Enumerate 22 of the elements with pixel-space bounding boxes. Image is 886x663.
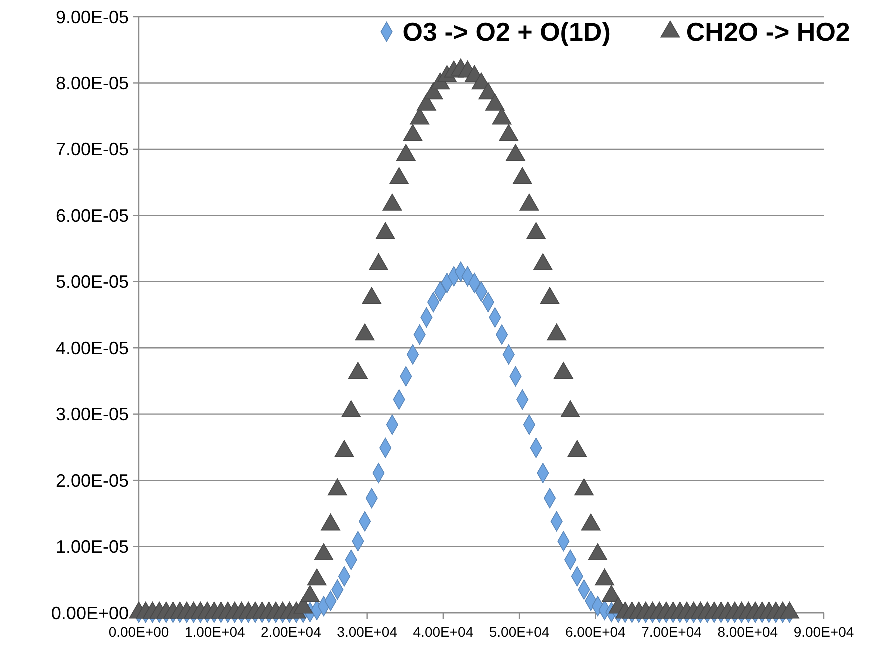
y-tick-label: 9.00E-05: [56, 7, 129, 28]
legend-label: CH2O -> HO2: [686, 17, 850, 48]
y-tick-label: 0.00E+00: [51, 603, 129, 624]
y-tick-label: 6.00E-05: [56, 206, 129, 226]
y-tick-label: 7.00E-05: [56, 140, 129, 160]
x-tick-label: 1.00E+04: [184, 624, 246, 640]
y-tick-label: 3.00E-05: [56, 404, 129, 425]
y-tick-label: 2.00E-05: [56, 470, 129, 491]
x-tick-label: 3.00E+04: [337, 624, 398, 640]
x-tick-label: 9.00E+04: [794, 624, 854, 640]
x-tick-label: 0.00E+00: [108, 624, 170, 640]
y-tick-label: 1.00E-05: [56, 537, 129, 558]
x-tick-label: 7.00E+04: [642, 624, 702, 640]
x-tick-label: 8.00E+04: [718, 624, 778, 640]
y-tick-label: 4.00E-05: [56, 338, 129, 358]
y-tick-label: 8.00E-05: [56, 74, 129, 94]
x-tick-label: 4.00E+04: [413, 624, 474, 640]
legend-label: O3 -> O2 + O(1D): [402, 17, 611, 48]
x-tick-label: 2.00E+04: [261, 624, 322, 640]
y-tick-label: 5.00E-05: [56, 272, 129, 292]
x-tick-label: 5.00E+04: [489, 624, 550, 640]
x-tick-label: 6.00E+04: [565, 624, 626, 640]
